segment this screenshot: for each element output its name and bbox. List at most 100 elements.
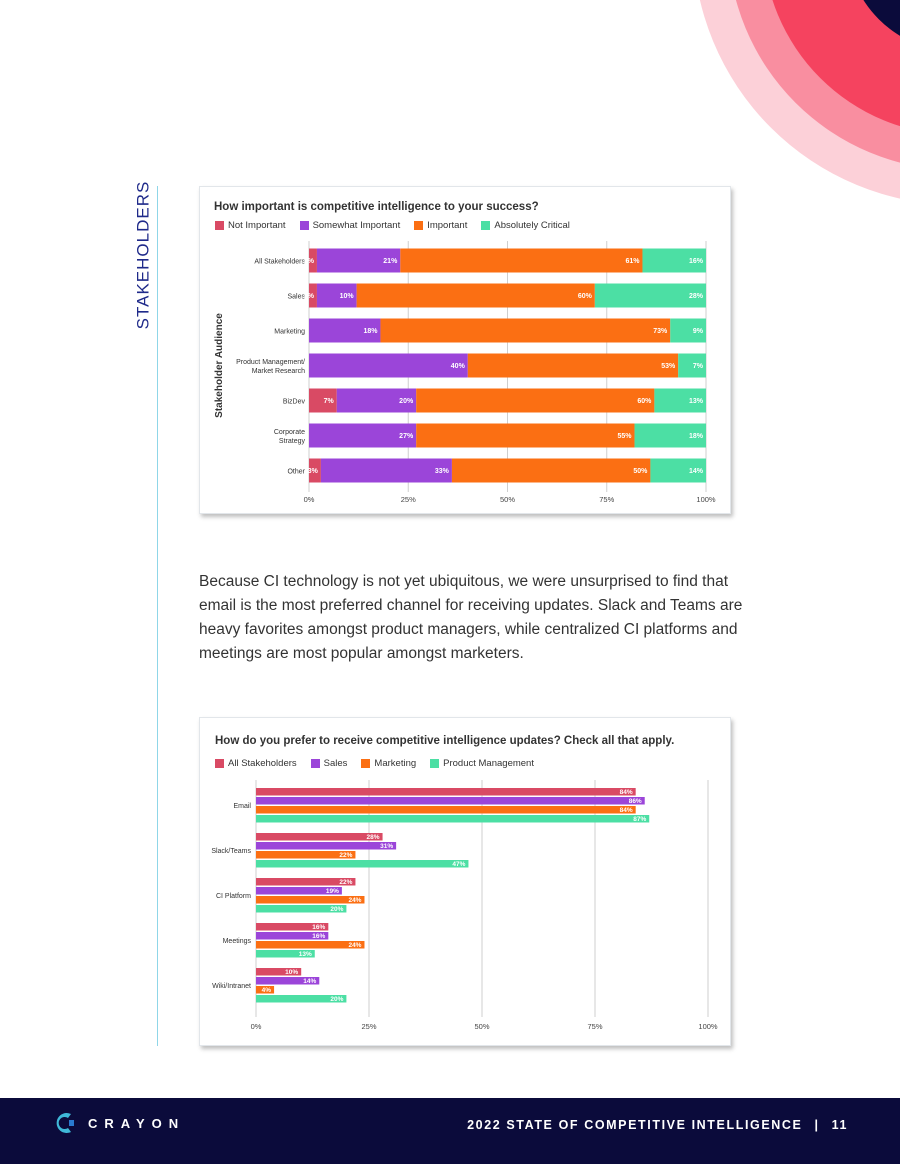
- chart1-data-label: 33%: [435, 468, 450, 475]
- chart1-data-label: 16%: [689, 258, 704, 265]
- chart1-bar-not-important: [309, 283, 317, 308]
- chart1-bar-absolutely-critical: [670, 318, 706, 343]
- chart1-x-tick-label: 100%: [696, 495, 716, 504]
- chart2-bar-product-management: [256, 815, 650, 823]
- chart2-bar-all-stakeholders: [256, 968, 302, 976]
- chart1-bar-somewhat-important: [309, 353, 468, 378]
- chart1-data-label: 20%: [399, 398, 414, 405]
- chart1-data-label: 28%: [689, 293, 704, 300]
- chart2-category-label: CI Platform: [216, 893, 251, 900]
- chart2-data-label: 84%: [620, 789, 633, 796]
- chart1-data-label: 14%: [689, 468, 704, 475]
- chart1-bar-absolutely-critical: [678, 353, 706, 378]
- chart2-legend: All Stakeholders Sales Marketing Product…: [215, 758, 534, 769]
- channel-chart-card: How do you prefer to receive competitive…: [199, 717, 731, 1046]
- importance-chart-plot: 0% 25% 50% 75% 100% Stakeholder Audience All S…: [214, 241, 716, 504]
- chart1-x-tick-label: 25%: [401, 495, 416, 504]
- chart1-category-label: Product Management/: [236, 359, 305, 366]
- chart1-bar-important: [451, 458, 651, 483]
- chart2-data-label: 20%: [330, 996, 343, 1003]
- legend-all-stakeholders: All Stakeholders: [215, 758, 297, 769]
- chart1-bar-important: [380, 318, 671, 343]
- chart1-category-label: All Stakeholders: [254, 259, 305, 266]
- chart1-title: How important is competitive intelligenc…: [214, 201, 539, 213]
- chart2-bar-marketing: [256, 806, 636, 814]
- chart1-bar-absolutely-critical: [594, 283, 706, 308]
- chart2-bar-all-stakeholders: [256, 878, 356, 886]
- legend-absolutely-critical: Absolutely Critical: [481, 220, 570, 231]
- chart1-category-label: Market Research: [252, 368, 305, 375]
- section-rule: [157, 186, 158, 1046]
- chart1-bar-important: [467, 353, 679, 378]
- chart1-bar-not-important: [309, 458, 321, 483]
- chart2-x-tick-label: 0%: [251, 1022, 262, 1031]
- chart1-category-label: Corporate: [274, 429, 305, 436]
- chart1-data-label: 18%: [689, 433, 704, 440]
- chart2-category-label: Email: [233, 803, 251, 810]
- chart1-legend: Not Important Somewhat Important Importa…: [215, 220, 570, 231]
- chart1-bar-absolutely-critical: [642, 248, 706, 273]
- chart2-data-label: 19%: [326, 888, 339, 895]
- chart2-x-tick-label: 75%: [587, 1022, 602, 1031]
- chart1-data-label: 21%: [383, 258, 398, 265]
- chart2-bar-marketing: [256, 896, 365, 904]
- chart2-data-label: 20%: [330, 906, 343, 913]
- chart1-bar-important: [416, 423, 635, 448]
- chart2-x-tick-label: 50%: [474, 1022, 489, 1031]
- page-number: 11: [831, 1118, 848, 1132]
- chart2-data-label: 24%: [348, 897, 361, 904]
- chart1-data-label: 53%: [661, 363, 676, 370]
- chart2-data-label: 22%: [339, 852, 352, 859]
- chart2-bar-all-stakeholders: [256, 788, 636, 796]
- chart1-data-label: 13%: [689, 398, 704, 405]
- chart2-data-label: 24%: [348, 942, 361, 949]
- legend-sales: Sales: [310, 758, 347, 769]
- chart1-data-label: 60%: [637, 398, 652, 405]
- chart1-category-label: Sales: [287, 294, 305, 301]
- chart1-bar-important: [416, 388, 655, 413]
- legend-product-management: Product Management: [430, 758, 534, 769]
- chart1-x-tick-label: 50%: [500, 495, 515, 504]
- chart1-bar-somewhat-important: [336, 388, 417, 413]
- chart1-bar-somewhat-important: [309, 318, 381, 343]
- chart2-bar-sales: [256, 797, 645, 805]
- chart1-data-label: 40%: [451, 363, 466, 370]
- chart2-data-label: 14%: [303, 978, 316, 985]
- chart1-y-axis-title: Stakeholder Audience: [214, 313, 225, 418]
- chart1-data-label: 60%: [578, 293, 593, 300]
- chart2-data-label: 86%: [629, 798, 642, 805]
- chart2-bar-marketing: [256, 986, 275, 994]
- legend-somewhat-important: Somewhat Important: [299, 220, 400, 231]
- crayon-logo-icon: [56, 1113, 74, 1133]
- chart1-bar-somewhat-important: [320, 458, 452, 483]
- chart1-category-label: Other: [287, 469, 305, 476]
- chart1-category-label: Strategy: [279, 438, 306, 445]
- chart1-data-label: 18%: [363, 328, 378, 335]
- chart2-bar-product-management: [256, 905, 347, 913]
- legend-important: Important: [414, 220, 467, 231]
- chart2-bar-marketing: [256, 851, 356, 859]
- legend-not-important: Not Important: [215, 220, 286, 231]
- chart1-data-label: 2%: [304, 293, 315, 300]
- section-label: STAKEHOLDERS: [133, 180, 153, 330]
- chart2-bar-sales: [256, 932, 329, 940]
- importance-chart-card: How important is competitive intelligenc…: [199, 186, 731, 514]
- chart2-category-label: Slack/Teams: [211, 848, 251, 855]
- chart2-bar-product-management: [256, 950, 315, 958]
- chart1-data-label: 27%: [399, 433, 414, 440]
- chart1-bar-absolutely-critical: [634, 423, 706, 448]
- chart2-category-label: Wiki/Intranet: [212, 983, 251, 990]
- chart1-data-label: 9%: [693, 328, 704, 335]
- chart1-x-tick-label: 75%: [599, 495, 614, 504]
- chart2-data-label: 47%: [452, 861, 465, 868]
- body-paragraph: Because CI technology is not yet ubiquit…: [199, 573, 743, 662]
- chart2-bar-all-stakeholders: [256, 923, 329, 931]
- chart1-bar-somewhat-important: [316, 283, 357, 308]
- chart2-data-label: 28%: [367, 834, 380, 841]
- chart1-data-label: 10%: [340, 293, 355, 300]
- chart2-category-label: Meetings: [223, 938, 252, 945]
- chart2-data-label: 16%: [312, 933, 325, 940]
- chart1-bar-absolutely-critical: [650, 458, 706, 483]
- channel-chart-plot: 0% 25% 50% 75% 100%Email84%86%84%87%Slack/Te…: [211, 780, 718, 1031]
- chart2-bar-product-management: [256, 995, 347, 1003]
